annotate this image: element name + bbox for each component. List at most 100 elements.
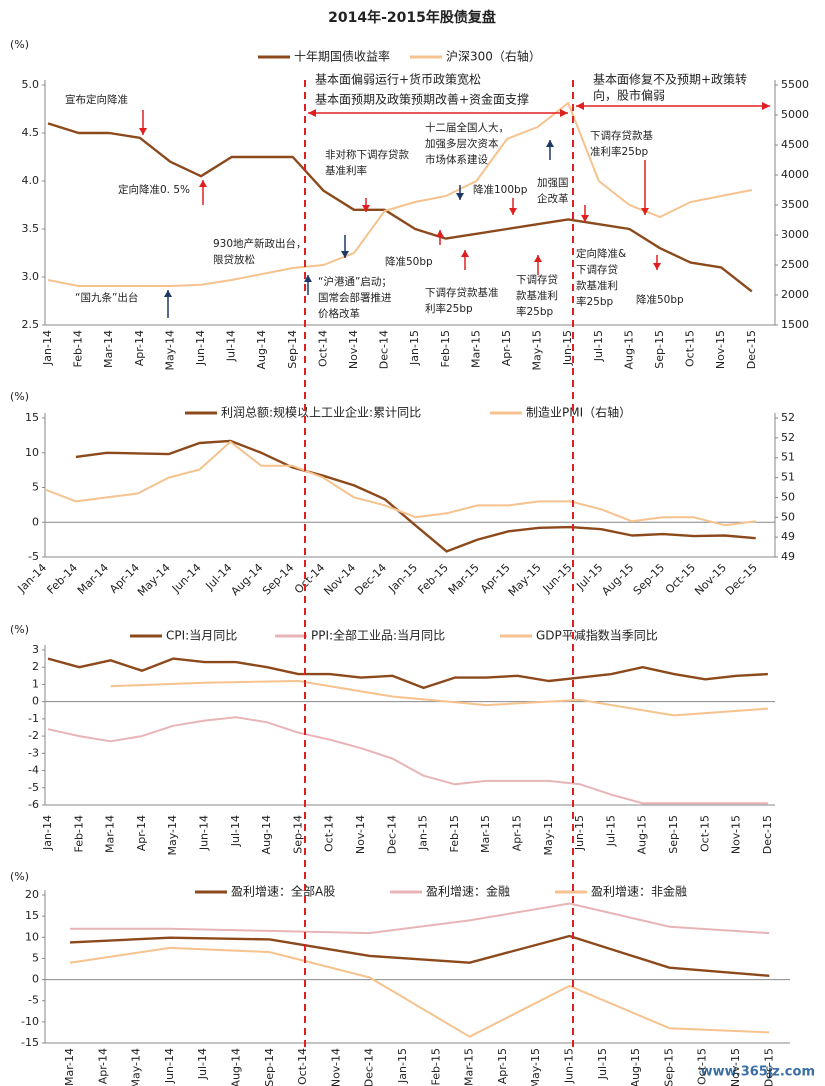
x-tick-label: Jan-15 [408, 330, 421, 366]
y-tick-label: 4.5 [22, 126, 40, 139]
arrow-head [509, 208, 517, 215]
x-tick-label: Sep-14 [260, 561, 297, 598]
annotation: 十二届全国人大， [425, 121, 509, 134]
arrow-head [304, 275, 312, 282]
y2-tick-label: 51 [781, 451, 795, 464]
x-tick-label: Nov-15 [729, 1048, 742, 1086]
y-tick-label: -2 [28, 729, 39, 742]
y-axis-label: (%) [10, 390, 29, 403]
x-tick-label: Sep-15 [653, 330, 666, 369]
y2-tick-label: 5500 [781, 78, 809, 91]
y2-tick-label: 49 [781, 550, 795, 563]
y-tick-label: -5 [28, 550, 39, 563]
y-tick-label: 0 [32, 515, 39, 528]
x-tick-label: Jul-15 [592, 330, 605, 362]
arrow-head [341, 251, 349, 258]
x-tick-label: Apr-14 [133, 330, 146, 366]
x-tick-label: May-14 [130, 1048, 143, 1086]
x-tick-label: May-14 [166, 815, 179, 856]
annotation: 向，股市偏弱 [593, 88, 665, 103]
legend-label: PPI:全部工业品:当月同比 [311, 628, 445, 643]
x-tick-label: Jan-14 [41, 815, 54, 851]
x-tick-label: Oct-15 [663, 561, 698, 596]
legend-label: CPI:当月同比 [166, 629, 237, 643]
x-tick-label: Oct-15 [696, 1048, 709, 1085]
x-tick-label: Mar-15 [446, 561, 482, 597]
x-tick-label: Feb-14 [72, 815, 85, 852]
y-tick-label: 5 [32, 481, 39, 494]
y-tick-label: 10 [25, 446, 39, 459]
series-line [47, 122, 753, 293]
y-tick-label: 2 [32, 660, 39, 673]
legend-label: 盈利增速：全部A股 [231, 884, 335, 899]
x-tick-label: Jul-14 [229, 815, 242, 847]
x-tick-label: Aug-14 [255, 330, 268, 369]
annotation: 市场体系建设 [425, 153, 488, 166]
x-tick-label: Oct-14 [323, 815, 336, 852]
annotation: 宣布定向降准 [65, 93, 128, 106]
x-tick-label: May-14 [135, 561, 173, 599]
x-tick-label: Dec-15 [723, 561, 760, 598]
x-tick-label: Feb-14 [44, 561, 80, 597]
y-tick-label: 3.0 [22, 270, 40, 283]
x-tick-label: Feb-14 [72, 330, 85, 367]
annotation: 价格改革 [318, 307, 360, 320]
y-tick-label: 1 [32, 677, 39, 690]
x-tick-label: Oct-15 [698, 815, 711, 852]
x-tick-label: May-15 [531, 330, 544, 371]
series-line [70, 902, 770, 935]
y2-tick-label: 2500 [781, 258, 809, 271]
y-axis-label: (%) [10, 870, 29, 883]
annotation: 率25bp [516, 305, 554, 318]
y2-tick-label: 51 [781, 471, 795, 484]
x-tick-label: Dec-15 [761, 815, 774, 854]
arrow-head [461, 250, 469, 257]
y-tick-label: 4.0 [22, 174, 40, 187]
x-tick-label: Dec-15 [745, 330, 758, 369]
y-tick-label: -15 [21, 1036, 39, 1049]
x-tick-label: Dec-14 [378, 330, 391, 369]
y-tick-label: -5 [28, 994, 39, 1007]
x-tick-label: Mar-14 [102, 330, 115, 368]
annotation: 款基准利 [576, 279, 618, 292]
x-tick-label: Feb-15 [415, 561, 451, 597]
main-title: 2014年-2015年股债复盘 [328, 9, 496, 26]
y-tick-label: 0 [32, 695, 39, 708]
annotation: “沪港通”启动； [318, 275, 392, 288]
y2-tick-label: 2000 [781, 288, 809, 301]
x-tick-label: Nov-15 [714, 330, 727, 369]
annotation: 降准50bp [385, 255, 433, 268]
y-tick-label: 2.5 [22, 318, 40, 331]
arrow-head [641, 208, 649, 215]
x-tick-label: Dec-14 [352, 561, 389, 598]
x-tick-label: Jul-14 [225, 330, 238, 362]
annotation: “国九条”出台 [75, 291, 138, 304]
arrow-head [362, 205, 370, 212]
arrow-head [546, 140, 554, 147]
legend-label: 盈利增速：非金融 [591, 884, 687, 899]
x-tick-label: Mar-14 [104, 815, 117, 853]
x-tick-label: Jun-14 [194, 330, 207, 366]
x-tick-label: Aug-15 [599, 561, 636, 598]
x-tick-label: Mar-15 [463, 1048, 476, 1086]
x-tick-label: Oct-15 [684, 330, 697, 367]
x-tick-label: Jan-15 [417, 815, 430, 851]
y2-tick-label: 3000 [781, 228, 809, 241]
x-tick-label: Nov-14 [354, 815, 367, 854]
annotation: 基准利率 [325, 164, 367, 177]
x-tick-label: Sep-14 [286, 330, 299, 369]
x-tick-label: Nov-15 [692, 561, 729, 598]
x-tick-label: Nov-14 [321, 561, 358, 598]
x-tick-label: Apr-14 [96, 1048, 109, 1084]
x-tick-label: Apr-15 [511, 815, 524, 851]
legend-label: 利润总额:规模以上工业企业:累计同比 [221, 405, 421, 420]
x-tick-label: Sep-14 [291, 815, 304, 854]
y-tick-label: -1 [28, 712, 39, 725]
arrow-head [581, 215, 589, 222]
x-tick-label: Nov-14 [347, 330, 360, 369]
annotation: 基本面预期及政策预期改善+资金面支撑 [315, 92, 529, 107]
x-tick-label: Feb-15 [439, 330, 452, 367]
arrow-head [199, 180, 207, 187]
y2-tick-label: 5000 [781, 108, 809, 121]
annotation: 国常会部署推进 [318, 291, 392, 304]
